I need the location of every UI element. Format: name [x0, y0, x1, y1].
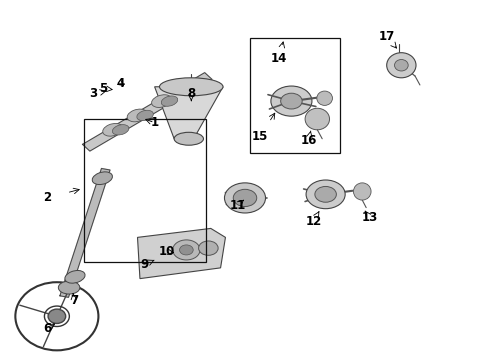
Text: 16: 16 — [300, 134, 317, 147]
Text: 13: 13 — [362, 211, 378, 224]
Text: 9: 9 — [141, 258, 149, 271]
Ellipse shape — [161, 96, 178, 106]
Bar — [84, 119, 206, 262]
Text: 14: 14 — [271, 51, 288, 64]
Ellipse shape — [48, 309, 66, 323]
Polygon shape — [138, 228, 225, 279]
Bar — [250, 39, 340, 153]
Ellipse shape — [394, 59, 408, 71]
Text: 1: 1 — [150, 116, 159, 129]
Text: 2: 2 — [43, 192, 51, 204]
Ellipse shape — [387, 53, 416, 78]
Ellipse shape — [92, 172, 112, 185]
Ellipse shape — [137, 110, 153, 121]
Text: 17: 17 — [379, 30, 395, 43]
Text: 8: 8 — [187, 87, 196, 100]
Polygon shape — [60, 168, 110, 297]
Ellipse shape — [305, 108, 330, 130]
Ellipse shape — [198, 241, 218, 255]
Text: 4: 4 — [116, 77, 124, 90]
Ellipse shape — [306, 180, 345, 209]
Ellipse shape — [271, 86, 312, 116]
Polygon shape — [155, 87, 223, 139]
Text: 10: 10 — [159, 245, 175, 258]
Polygon shape — [82, 73, 212, 151]
Ellipse shape — [112, 125, 129, 135]
Ellipse shape — [224, 183, 266, 213]
Ellipse shape — [281, 93, 302, 109]
Ellipse shape — [179, 245, 193, 255]
Ellipse shape — [353, 183, 371, 200]
Ellipse shape — [174, 132, 203, 145]
Ellipse shape — [151, 95, 172, 107]
Ellipse shape — [317, 91, 332, 105]
Text: 3: 3 — [90, 87, 98, 100]
Text: 11: 11 — [229, 199, 246, 212]
Ellipse shape — [315, 186, 336, 202]
Ellipse shape — [159, 78, 223, 96]
Ellipse shape — [58, 281, 80, 294]
Ellipse shape — [65, 270, 85, 283]
Ellipse shape — [233, 189, 257, 207]
Ellipse shape — [172, 240, 200, 260]
Text: 6: 6 — [43, 322, 51, 335]
Text: 7: 7 — [70, 294, 78, 307]
Text: 5: 5 — [99, 82, 107, 95]
Ellipse shape — [103, 123, 123, 136]
Text: 15: 15 — [251, 130, 268, 144]
Ellipse shape — [127, 109, 147, 122]
Text: 12: 12 — [305, 215, 321, 228]
